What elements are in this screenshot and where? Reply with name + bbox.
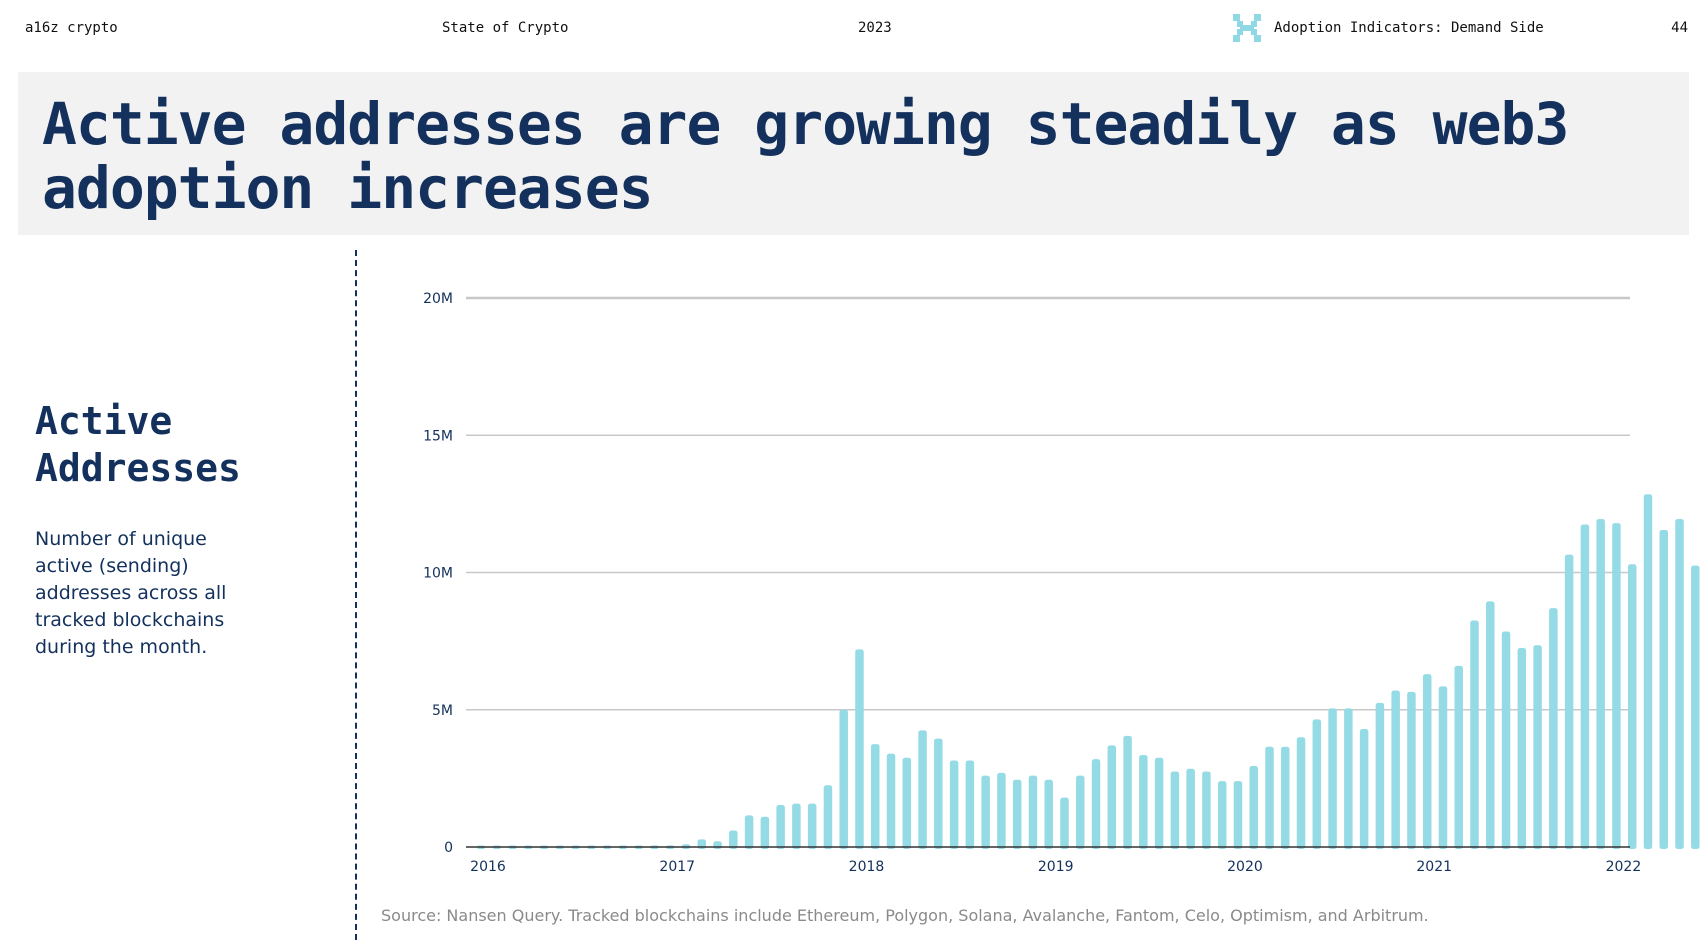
bar bbox=[1501, 631, 1511, 849]
bar bbox=[1359, 728, 1369, 849]
bar bbox=[1643, 494, 1653, 849]
bar bbox=[1281, 746, 1290, 849]
bar bbox=[1202, 771, 1211, 849]
bar bbox=[1422, 674, 1432, 849]
bar bbox=[792, 803, 801, 849]
bar bbox=[1249, 766, 1258, 849]
y-tick-label: 5M bbox=[432, 703, 453, 719]
title-band: Active addresses are growing steadily as… bbox=[18, 72, 1689, 235]
x-tick-label: 2018 bbox=[849, 859, 885, 875]
bar bbox=[807, 803, 817, 849]
x-tick-label: 2022 bbox=[1606, 859, 1642, 875]
bar bbox=[1060, 797, 1069, 849]
x-tick-label: 2019 bbox=[1038, 859, 1074, 875]
bar bbox=[713, 841, 722, 849]
bar bbox=[1044, 779, 1053, 849]
bar bbox=[1564, 554, 1574, 849]
bar bbox=[1486, 601, 1495, 849]
bar bbox=[1028, 775, 1038, 849]
bar bbox=[934, 738, 943, 849]
bar bbox=[871, 744, 880, 849]
bar bbox=[1438, 686, 1448, 849]
bar bbox=[1691, 565, 1700, 849]
bar bbox=[1407, 691, 1416, 849]
metric-description: Number of unique active (sending) addres… bbox=[35, 528, 227, 658]
bar bbox=[1344, 708, 1353, 849]
report-name: State of Crypto bbox=[442, 20, 569, 36]
bar bbox=[1675, 518, 1684, 849]
x-tick-label: 2021 bbox=[1416, 859, 1452, 875]
bar bbox=[760, 816, 770, 849]
bar bbox=[1170, 771, 1180, 849]
bar bbox=[1659, 529, 1668, 849]
bar bbox=[1312, 719, 1322, 849]
bar bbox=[744, 815, 754, 849]
bar bbox=[1076, 775, 1085, 849]
bar bbox=[1139, 755, 1148, 849]
bar bbox=[981, 775, 990, 849]
y-tick-label: 0 bbox=[444, 840, 453, 856]
bar bbox=[949, 760, 959, 849]
bar bbox=[776, 805, 785, 849]
y-tick-label: 10M bbox=[423, 566, 453, 582]
bar bbox=[1091, 759, 1101, 849]
bar bbox=[965, 760, 975, 849]
metric-title: Active Addresses bbox=[35, 399, 241, 490]
page-number: 44 bbox=[1671, 20, 1688, 36]
page-header: a16z crypto State of Crypto 2023 Adoptio… bbox=[0, 18, 1704, 38]
section-name: Adoption Indicators: Demand Side bbox=[1274, 20, 1544, 36]
section-divider bbox=[355, 250, 357, 940]
x-tick-label: 2020 bbox=[1227, 859, 1263, 875]
bar bbox=[1470, 620, 1479, 849]
bar bbox=[886, 753, 896, 849]
bar bbox=[902, 757, 912, 849]
bar bbox=[839, 709, 848, 849]
bar bbox=[1123, 735, 1132, 849]
source-note: Source: Nansen Query. Tracked blockchain… bbox=[381, 906, 1429, 925]
bar bbox=[1296, 737, 1306, 849]
x-tick-label: 2017 bbox=[659, 859, 695, 875]
y-tick-label: 15M bbox=[423, 428, 453, 444]
bar bbox=[1217, 781, 1227, 849]
bar bbox=[1233, 781, 1243, 849]
page-title: Active addresses are growing steadily as… bbox=[42, 90, 1569, 222]
bar bbox=[1186, 768, 1195, 849]
brand-name: a16z crypto bbox=[25, 20, 118, 36]
bar bbox=[1627, 564, 1637, 849]
bar bbox=[1265, 746, 1274, 849]
active-addresses-chart: 0 5M 10M 15M 20M 2016 2017 2018 2019 2020 2021 2022… bbox=[423, 291, 1700, 875]
bar bbox=[1328, 708, 1337, 849]
x-tick-label: 2016 bbox=[470, 859, 506, 875]
bar bbox=[823, 785, 833, 849]
bar bbox=[1391, 690, 1400, 849]
bar bbox=[1454, 665, 1463, 849]
bar bbox=[1375, 702, 1385, 849]
bar bbox=[1517, 647, 1527, 849]
bar bbox=[1549, 608, 1558, 849]
y-tick-label: 20M bbox=[423, 291, 453, 307]
bar bbox=[997, 772, 1006, 849]
bar bbox=[729, 830, 738, 849]
bar bbox=[1533, 645, 1542, 849]
bar bbox=[1107, 745, 1117, 849]
bar bbox=[1580, 524, 1590, 849]
bar bbox=[1012, 779, 1022, 849]
bar bbox=[1154, 757, 1164, 849]
bar bbox=[1612, 523, 1621, 849]
bar bbox=[1596, 518, 1605, 849]
bar bbox=[918, 730, 927, 849]
report-year: 2023 bbox=[858, 20, 892, 36]
pixel-glyph-icon bbox=[1233, 14, 1261, 42]
bar bbox=[855, 649, 864, 849]
